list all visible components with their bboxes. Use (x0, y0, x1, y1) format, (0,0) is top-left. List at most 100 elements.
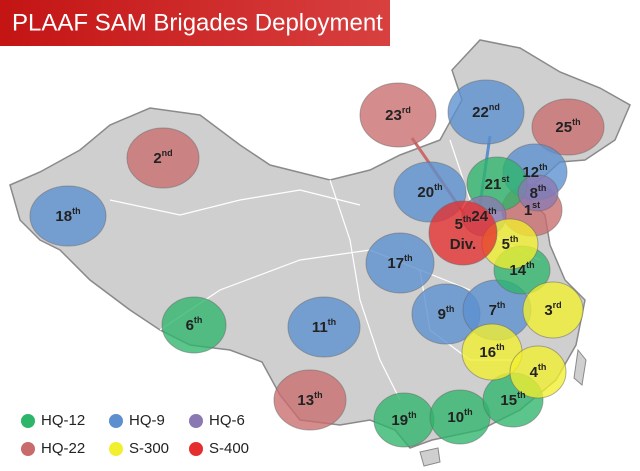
brigade-label: 25th (555, 117, 580, 136)
brigade-number: 5 (502, 236, 510, 253)
brigade-zone (447, 79, 525, 145)
brigade-number: 19 (391, 412, 408, 429)
legend-label: HQ-12 (41, 412, 85, 429)
brigade-number: 8 (530, 185, 538, 202)
brigade-suffix: th (496, 342, 505, 352)
brigade-suffix: th (408, 410, 417, 420)
brigade-label: 4th (530, 362, 547, 381)
legend-swatch (109, 414, 123, 428)
brigade-suffix: st (532, 200, 540, 210)
brigade-label: 24th (471, 206, 496, 225)
brigade-zone (509, 345, 567, 399)
brigade-zone (29, 185, 107, 247)
brigade-suffix: th (488, 206, 497, 216)
brigade-number: 10 (447, 409, 464, 426)
brigade-number: 9 (438, 306, 446, 323)
brigade-label: 21st (485, 174, 510, 193)
brigade-suffix: th (434, 182, 443, 192)
brigade-zone (359, 82, 437, 148)
brigade-zone (522, 281, 584, 339)
brigade-number: 25 (555, 119, 572, 136)
brigade-label: 20th (417, 182, 442, 201)
brigade-number: 12 (522, 164, 539, 181)
brigade-label: 16th (479, 342, 504, 361)
brigade-label: 5th (502, 234, 519, 253)
brigade-number: 16 (479, 344, 496, 361)
brigade-suffix: nd (162, 148, 173, 158)
brigade-zone (287, 296, 361, 358)
brigade-suffix: th (194, 315, 203, 325)
legend-label: HQ-22 (41, 440, 85, 457)
brigade-suffix: th (538, 362, 547, 372)
brigade-suffix: st (501, 174, 509, 184)
brigade-label: 9th (438, 304, 455, 323)
brigade-number: 22 (472, 104, 489, 121)
brigade-number: 11 (312, 319, 328, 336)
brigade-suffix: nd (489, 102, 500, 112)
brigade-suffix: th (497, 300, 506, 310)
brigade-zone (273, 369, 347, 431)
brigade-label: 2nd (153, 148, 172, 167)
brigade-suffix: th (328, 317, 337, 327)
brigade-label: 23rd (385, 105, 411, 124)
brigade-suffix: rd (553, 300, 562, 310)
brigade-suffix: th (526, 260, 535, 270)
brigade-suffix: th (404, 253, 413, 263)
brigade-number: 17 (387, 255, 404, 272)
brigade-number: 2 (153, 150, 161, 167)
brigade-number: 4 (530, 364, 539, 381)
legend-swatch (189, 414, 203, 428)
legend: HQ-12 HQ-9 HQ-6 HQ-22 S-300 S-400 (21, 412, 249, 457)
brigade-zone (365, 232, 435, 294)
brigade-number: 20 (417, 184, 434, 201)
brigade-number: 18 (55, 208, 72, 225)
brigade-number: 1 (524, 202, 532, 219)
brigade-number: 24 (471, 208, 488, 225)
brigade-note: Div. (450, 236, 476, 253)
brigade-label: 14th (509, 260, 534, 279)
legend-swatch (21, 442, 35, 456)
brigade-number: 7 (489, 302, 497, 319)
brigade-label: 10th (447, 407, 472, 426)
title-banner (0, 0, 390, 46)
brigade-label: 7th (489, 300, 506, 319)
hainan (419, 447, 441, 467)
brigade-suffix: th (72, 206, 81, 216)
legend-label: S-300 (129, 440, 169, 457)
brigade-zone (126, 127, 200, 189)
legend-swatch (21, 414, 35, 428)
brigade-label: 18th (55, 206, 80, 225)
taiwan (573, 348, 587, 386)
brigade-label: 15th (500, 390, 525, 409)
brigade-zone (161, 296, 227, 354)
brigade-suffix: th (510, 234, 519, 244)
brigade-suffix: th (463, 214, 472, 224)
brigade-number: 5 (455, 216, 463, 233)
brigade-label: 13th (297, 390, 322, 409)
brigade-label: 8th (530, 183, 547, 202)
brigade-zone (428, 200, 498, 266)
legend-label: HQ-6 (209, 412, 245, 429)
brigade-label: 3rd (544, 300, 561, 319)
brigade-suffix: rd (402, 105, 411, 115)
brigade-label: 12th (522, 162, 547, 181)
brigade-number: 6 (186, 317, 194, 334)
brigade-zone (517, 174, 559, 212)
title: PLAAF SAM Brigades Deployment (12, 9, 383, 36)
brigade-label: 6th (186, 315, 203, 334)
legend-label: S-400 (209, 440, 249, 457)
brigade-suffix: th (572, 117, 581, 127)
brigade-suffix: th (464, 407, 473, 417)
brigade-number: 23 (385, 107, 402, 124)
legend-label: HQ-9 (129, 412, 165, 429)
brigade-suffix: th (539, 162, 548, 172)
brigade-suffix: th (314, 390, 323, 400)
brigade-number: 14 (509, 262, 526, 279)
brigade-suffix: th (446, 304, 455, 314)
brigade-number: 21 (485, 176, 502, 193)
brigade-label: 1st (524, 200, 540, 219)
brigade-label: 17th (387, 253, 412, 272)
brigade-number: 3 (544, 302, 552, 319)
brigade-label: 22nd (472, 102, 500, 121)
